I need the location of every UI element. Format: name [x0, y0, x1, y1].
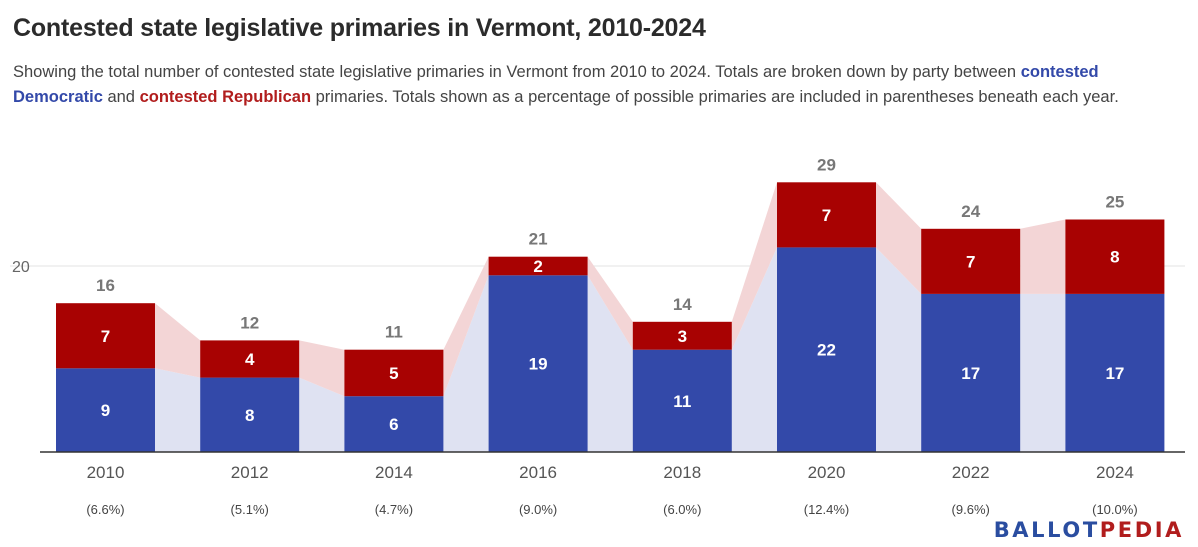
bar-republican [777, 182, 876, 248]
bar-democratic [1065, 293, 1165, 452]
x-tick-label: 2020 [808, 463, 846, 482]
data-label-total: 29 [817, 155, 836, 174]
x-tick-label: 2012 [231, 463, 269, 482]
data-label-total: 21 [529, 230, 548, 249]
data-label-total: 12 [240, 313, 259, 332]
bar-republican [200, 340, 300, 378]
democratic-connector-area [731, 247, 777, 452]
data-label-democratic: 17 [1105, 364, 1124, 383]
democratic-connector-area [443, 275, 489, 452]
data-label-democratic: 8 [245, 406, 254, 425]
subtitle-text-3: primaries. Totals shown as a percentage … [311, 87, 1119, 106]
data-label-republican: 5 [389, 364, 398, 383]
x-tick-label: 2022 [952, 463, 990, 482]
data-label-democratic: 17 [961, 364, 980, 383]
x-tick-sublabel: (6.6%) [86, 502, 124, 517]
bar-democratic [56, 368, 155, 452]
data-label-republican: 8 [1110, 248, 1119, 267]
data-label-total: 11 [385, 323, 403, 342]
ballotpedia-logo: BALLOTPEDIA [994, 518, 1184, 542]
logo-text-prefix: BALLOT [993, 518, 1100, 542]
chart-title: Contested state legislative primaries in… [13, 14, 706, 42]
data-label-republican: 4 [245, 350, 255, 369]
data-label-republican: 7 [822, 206, 831, 225]
bar-republican [921, 228, 1021, 294]
x-tick-sublabel: (6.0%) [663, 502, 701, 517]
democratic-connector-area [1020, 293, 1066, 452]
x-tick-label: 2016 [519, 463, 557, 482]
democratic-connector-area [155, 368, 201, 452]
bar-democratic [921, 293, 1021, 452]
data-label-democratic: 22 [817, 341, 836, 360]
y-tick-label: 20 [12, 259, 30, 276]
data-label-republican: 7 [101, 327, 110, 346]
republican-connector-area [443, 256, 489, 397]
x-tick-label: 2014 [375, 463, 413, 482]
subtitle-text-2: and [102, 87, 140, 106]
data-label-democratic: 9 [101, 401, 110, 420]
data-label-democratic: 6 [389, 415, 398, 434]
data-label-democratic: 11 [673, 392, 691, 411]
bar-republican [344, 349, 444, 397]
bar-democratic [488, 275, 588, 452]
data-label-republican: 2 [533, 257, 542, 276]
bar-democratic [200, 377, 300, 452]
bar-republican [56, 303, 155, 369]
republican-connector-area [731, 182, 777, 350]
republican-connector-area [1020, 219, 1066, 294]
bar-republican [488, 256, 588, 276]
data-label-democratic: 19 [529, 355, 548, 374]
x-tick-sublabel: (5.1%) [231, 502, 269, 517]
subtitle-text-1: Showing the total number of contested st… [13, 63, 1021, 81]
republican-connector-area [587, 256, 633, 350]
republican-connector-area [155, 303, 201, 378]
bar-republican [632, 321, 732, 350]
republican-connector-area [299, 340, 345, 397]
data-label-total: 25 [1105, 193, 1124, 212]
x-tick-sublabel: (10.0%) [1092, 502, 1138, 517]
legend-republican: contested Republican [139, 87, 312, 106]
x-tick-label: 2010 [87, 463, 125, 482]
bar-democratic [344, 396, 444, 452]
x-tick-sublabel: (9.6%) [952, 502, 990, 517]
x-tick-label: 2024 [1096, 463, 1134, 482]
data-label-republican: 3 [678, 327, 687, 346]
bar-democratic [777, 247, 876, 452]
bar-republican [1065, 219, 1165, 294]
legend-democratic: contested Democratic [13, 63, 1099, 106]
democratic-connector-area [876, 247, 922, 452]
x-tick-sublabel: (9.0%) [519, 502, 557, 517]
data-label-total: 24 [961, 202, 980, 221]
bar-democratic [632, 349, 732, 452]
chart-subtitle: Showing the total number of contested st… [13, 60, 1163, 109]
x-tick-sublabel: (12.4%) [804, 502, 850, 517]
data-label-total: 16 [96, 276, 115, 295]
x-tick-sublabel: (4.7%) [375, 502, 413, 517]
data-label-total: 14 [673, 295, 692, 314]
democratic-connector-area [587, 275, 633, 452]
republican-connector-area [876, 182, 922, 294]
x-tick-label: 2018 [663, 463, 701, 482]
logo-text-accent: PEDIA [1099, 518, 1184, 542]
data-label-republican: 7 [966, 252, 975, 271]
democratic-connector-area [299, 377, 345, 452]
